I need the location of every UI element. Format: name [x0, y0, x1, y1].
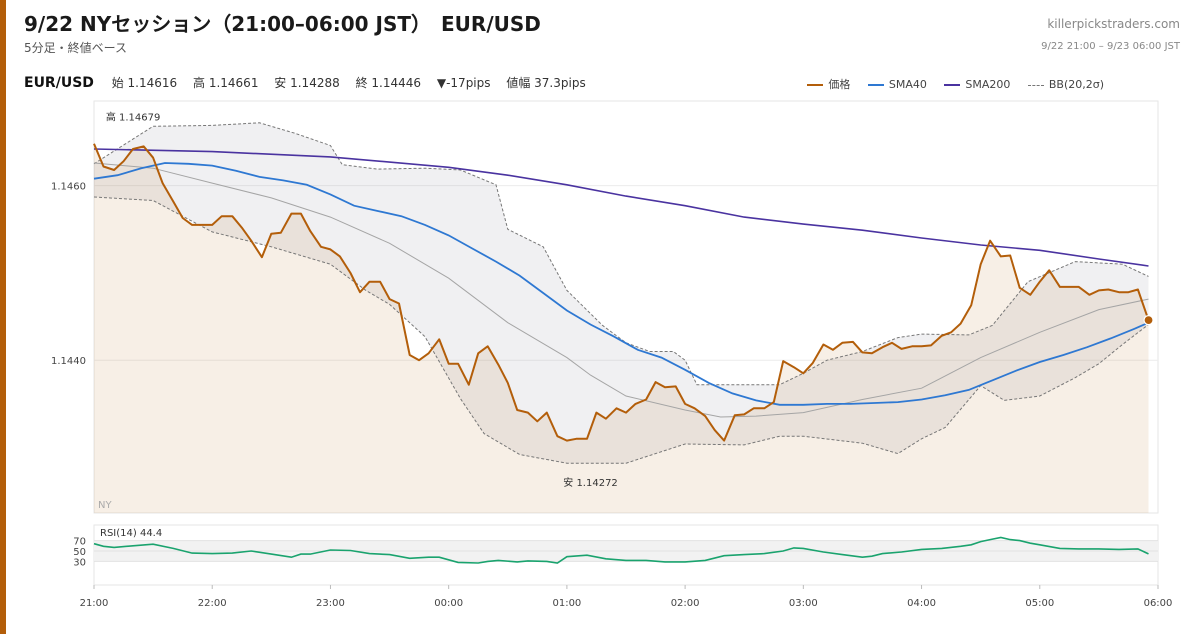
legend-item-sma200: SMA200 [944, 78, 1010, 91]
page-title: 9/22 NYセッション（21:00–06:00 JST） EUR/USD [24, 12, 541, 36]
high-value: 高 1.14661 [193, 76, 259, 90]
bb-band-fill [94, 122, 1149, 464]
high-annotation: 高 1.14679 [106, 111, 161, 124]
x-tick-label: 21:00 [80, 598, 109, 609]
x-tick-label: 05:00 [1025, 598, 1054, 609]
time-range: 9/22 21:00 – 9/23 06:00 JST [1041, 41, 1180, 52]
x-tick-label: 23:00 [316, 598, 345, 609]
accent-bar [0, 0, 6, 634]
rsi-tick-label: 70 [73, 537, 86, 548]
legend-item-price: 価格 [807, 76, 850, 92]
y-tick-label: 1.1460 [51, 182, 86, 193]
bb-upper-line [93, 122, 1149, 386]
rsi-tick-label: 50 [73, 547, 86, 558]
x-tick-label: 04:00 [907, 598, 936, 609]
low-annotation: 安 1.14272 [563, 476, 618, 489]
range-value: 値幅 37.3pips [506, 76, 586, 90]
session-label: NY [98, 500, 112, 511]
bb-middle-line [93, 162, 1149, 418]
price-area-fill [94, 143, 1149, 514]
rsi-line [93, 536, 1149, 564]
x-tick-label: 00:00 [434, 598, 463, 609]
legend-item-sma40: SMA40 [867, 78, 927, 91]
chart-legend: 価格 SMA40 SMA200 BB(20,2σ) [793, 76, 1104, 92]
x-tick-label: 03:00 [789, 598, 818, 609]
rsi-tick-label: 30 [73, 557, 86, 568]
close-value: 終 1.14446 [355, 76, 422, 90]
low-value: 安 1.14288 [274, 76, 340, 90]
price-line [93, 143, 1150, 442]
pair-label: EUR/USD [24, 75, 94, 91]
plot-area [93, 100, 1159, 514]
x-tick-label: 02:00 [671, 598, 700, 609]
page-subtitle: 5分足・終値ベース [24, 41, 128, 55]
change-value: ▼-17pips [436, 76, 491, 90]
x-tick-label: 06:00 [1144, 598, 1173, 609]
open-value: 始 1.14616 [111, 76, 178, 90]
bb-lower-line [93, 196, 1149, 464]
x-tick-label: 22:00 [198, 598, 227, 609]
rsi-label: RSI(14) 44.4 [100, 528, 162, 539]
y-tick-label: 1.1440 [51, 356, 86, 367]
site-name: killerpickstraders.com [1047, 17, 1180, 31]
x-tick-label: 01:00 [552, 598, 581, 609]
sma40-line [93, 162, 1149, 406]
legend-item-bb: BB(20,2σ) [1027, 78, 1104, 91]
sma200-line [93, 148, 1149, 267]
ohlc-info-bar: EUR/USD 始 1.14616 高 1.14661 安 1.14288 終 … [24, 74, 598, 91]
last-price-marker [1143, 314, 1154, 326]
